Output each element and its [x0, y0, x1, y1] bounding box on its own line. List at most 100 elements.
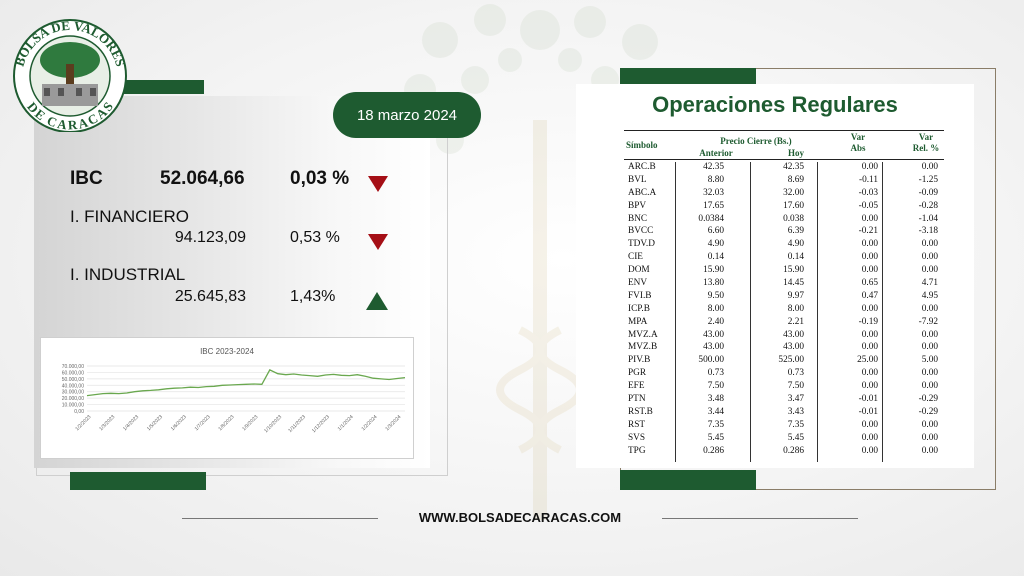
cell-anterior: 4.90	[707, 239, 724, 250]
table-row: ENV 13.80 14.45 0.65 4.71	[576, 278, 974, 291]
ibc-down-arrow-icon	[368, 176, 388, 192]
y-tick-label: 10.000,00	[62, 403, 84, 409]
cell-symbol: MVZ.B	[628, 342, 658, 353]
cell-symbol: SVS	[628, 432, 646, 443]
cell-anterior: 13.80	[703, 278, 724, 289]
cell-var-abs: 0.00	[861, 381, 878, 392]
cell-var-abs: 25.00	[857, 355, 878, 366]
cell-symbol: BNC	[628, 213, 648, 224]
x-tick-label: 1/3/2024	[384, 414, 402, 432]
cell-anterior: 7.35	[707, 419, 724, 430]
website-url[interactable]: WWW.BOLSADECARACAS.COM	[418, 510, 622, 525]
x-tick-label: 1/9/2023	[241, 414, 259, 432]
cell-anterior: 42.35	[703, 162, 724, 172]
cell-var-abs: 0.00	[861, 445, 878, 456]
header-var-rel-1: Var	[918, 132, 934, 142]
cell-var-rel: 0.00	[921, 303, 938, 314]
cell-var-abs: -0.21	[858, 226, 878, 237]
cell-hoy: 8.00	[787, 303, 804, 314]
y-tick-label: 70.000,00	[62, 364, 84, 370]
table-row: ICP.B 8.00 8.00 0.00 0.00	[576, 304, 974, 317]
y-tick-label: 40.000,00	[62, 383, 84, 389]
table-top-rule	[624, 130, 944, 131]
cell-symbol: ABC.A	[628, 187, 657, 198]
table-row: MVZ.A 43.00 43.00 0.00 0.00	[576, 330, 974, 343]
industrial-label: I. INDUSTRIAL	[70, 265, 186, 284]
cell-var-abs: 0.65	[861, 278, 878, 289]
cell-var-rel: 0.00	[921, 162, 938, 172]
cell-var-rel: -1.04	[918, 213, 938, 224]
cell-var-abs: -0.05	[858, 200, 878, 211]
cell-hoy: 32.00	[783, 187, 804, 198]
cell-hoy: 3.43	[787, 406, 804, 417]
cell-var-rel: 0.00	[921, 419, 938, 430]
cell-anterior: 0.286	[703, 445, 724, 456]
x-tick-label: 1/6/2023	[170, 414, 188, 432]
cell-var-rel: 0.00	[921, 239, 938, 250]
cell-var-abs: -0.03	[858, 187, 878, 198]
table-row: BPV 17.65 17.60 -0.05 -0.28	[576, 201, 974, 214]
cell-symbol: MPA	[628, 316, 648, 327]
header-simbolo: Símbolo	[626, 140, 658, 150]
cell-anterior: 0.73	[707, 368, 724, 379]
cell-symbol: ENV	[628, 278, 648, 289]
y-tick-label: 50.000,00	[62, 377, 84, 383]
table-row: PGR 0.73 0.73 0.00 0.00	[576, 368, 974, 381]
cell-var-rel: -1.25	[918, 174, 938, 185]
cell-var-rel: 0.00	[921, 265, 938, 276]
x-tick-label: 1/2/2024	[361, 414, 379, 432]
cell-var-rel: -0.29	[918, 406, 938, 417]
cell-anterior: 5.45	[707, 432, 724, 443]
cell-hoy: 7.50	[787, 381, 804, 392]
x-tick-label: 1/8/2023	[217, 414, 235, 432]
cell-var-rel: 0.00	[921, 329, 938, 340]
cell-anterior: 500.00	[698, 355, 724, 366]
cell-anterior: 43.00	[703, 329, 724, 340]
cell-symbol: ICP.B	[628, 303, 650, 314]
x-tick-label: 1/11/2023	[287, 414, 307, 434]
ibc-series-line	[86, 369, 406, 397]
cell-hoy: 7.35	[787, 419, 804, 430]
cell-var-rel: -0.28	[918, 200, 938, 211]
y-tick-label: 20.000,00	[62, 396, 84, 402]
cell-var-abs: 0.00	[861, 239, 878, 250]
cell-var-abs: 0.00	[861, 432, 878, 443]
table-row: MPA 2.40 2.21 -0.19 -7.92	[576, 317, 974, 330]
right-bottom-accent-bar	[620, 470, 756, 490]
cell-var-abs: 0.00	[861, 329, 878, 340]
table-row: ABC.A 32.03 32.00 -0.03 -0.09	[576, 188, 974, 201]
cell-hoy: 9.97	[787, 290, 804, 301]
cell-anterior: 8.00	[707, 303, 724, 314]
cell-hoy: 43.00	[783, 329, 804, 340]
cell-symbol: PIV.B	[628, 355, 651, 366]
cell-var-abs: 0.00	[861, 213, 878, 224]
table-row: RST.B 3.44 3.43 -0.01 -0.29	[576, 407, 974, 420]
cell-hoy: 8.69	[787, 174, 804, 185]
table-row: PTN 3.48 3.47 -0.01 -0.29	[576, 394, 974, 407]
cell-anterior: 3.48	[707, 394, 724, 405]
cell-var-rel: 0.00	[921, 342, 938, 353]
cell-symbol: ARC.B	[628, 162, 656, 172]
cell-var-abs: -0.19	[858, 316, 878, 327]
cell-hoy: 42.35	[783, 162, 804, 172]
cell-var-abs: 0.00	[861, 368, 878, 379]
operations-table-body: ARC.B 42.35 42.35 0.00 0.00 BVL 8.80 8.69 -0.11 -…	[576, 162, 974, 458]
footer-left-rule	[182, 518, 378, 519]
cell-anterior: 15.90	[703, 265, 724, 276]
left-bottom-accent-bar	[70, 472, 206, 490]
x-tick-label: 1/2/2023	[74, 414, 92, 432]
header-anterior: Anterior	[699, 148, 733, 158]
table-row: FVI.B 9.50 9.97 0.47 4.95	[576, 291, 974, 304]
cell-var-rel: 0.00	[921, 381, 938, 392]
cell-var-rel: -0.29	[918, 394, 938, 405]
industrial-up-arrow-icon	[366, 292, 388, 310]
operations-panel: Operaciones Regulares Símbolo Precio Cie…	[576, 84, 974, 468]
cell-anterior: 17.65	[703, 200, 724, 211]
table-row: PIV.B 500.00 525.00 25.00 5.00	[576, 355, 974, 368]
header-hoy: Hoy	[787, 148, 804, 158]
cell-symbol: DOM	[628, 265, 650, 276]
cell-hoy: 14.45	[783, 278, 804, 289]
cell-var-abs: -0.01	[858, 406, 878, 417]
ibc-chart-svg: IBC 2023-2024 70.000,0060.000,0050.000,0…	[62, 347, 406, 434]
table-row: EFE 7.50 7.50 0.00 0.00	[576, 381, 974, 394]
